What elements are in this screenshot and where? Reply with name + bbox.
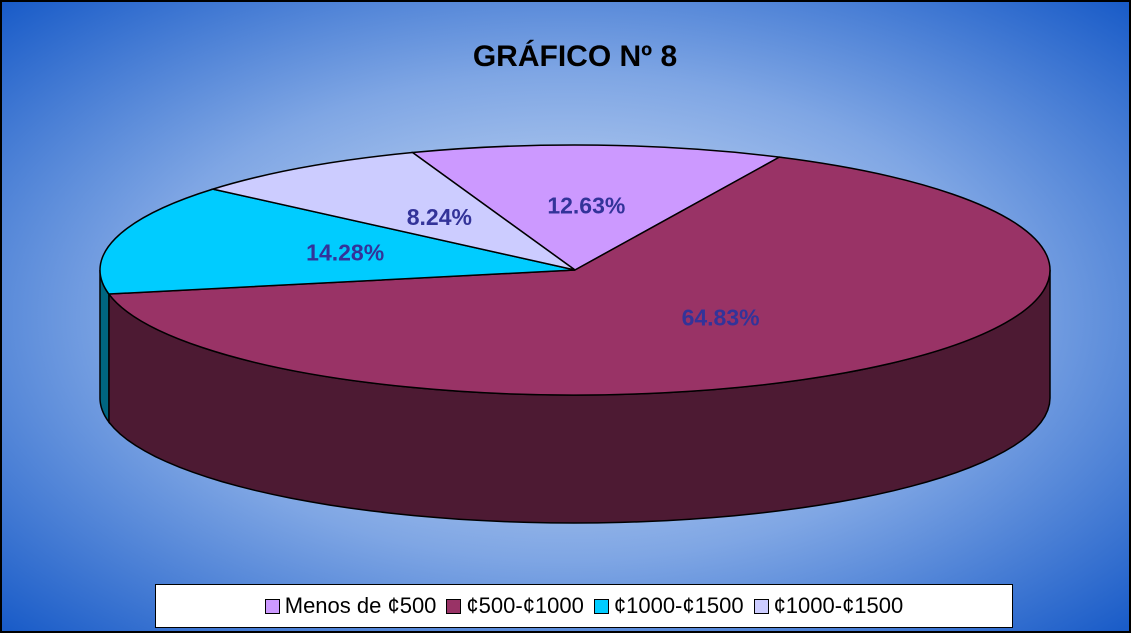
slice (99, 188, 576, 295)
legend-item: ¢1000-¢1500 (753, 593, 904, 619)
legend-item: ¢1000-¢1500 (593, 593, 744, 619)
data-label: 12.63% (547, 193, 625, 219)
slice (209, 151, 576, 271)
legend-label: ¢500-¢1000 (466, 593, 584, 618)
slice (107, 156, 1051, 396)
data-label: 8.24% (407, 204, 472, 230)
legend-item: Menos de ¢500 (264, 593, 437, 619)
legend-swatch (593, 598, 609, 614)
legend-label: ¢1000-¢1500 (613, 593, 744, 618)
legend-swatch (753, 598, 769, 614)
legend-label: ¢1000-¢1500 (773, 593, 904, 618)
legend-label: Menos de ¢500 (284, 593, 437, 618)
chart-title: GRÁFICO Nº 8 (473, 39, 677, 73)
legend-swatch (446, 598, 462, 614)
legend: Menos de ¢500 ¢500-¢1000 ¢1000-¢1500 ¢1000-… (155, 584, 1013, 628)
slice (410, 144, 782, 271)
legend-swatch (264, 598, 280, 614)
data-label: 14.28% (306, 239, 384, 265)
legend-item: ¢500-¢1000 (446, 593, 584, 619)
data-label: 64.83% (682, 304, 760, 330)
